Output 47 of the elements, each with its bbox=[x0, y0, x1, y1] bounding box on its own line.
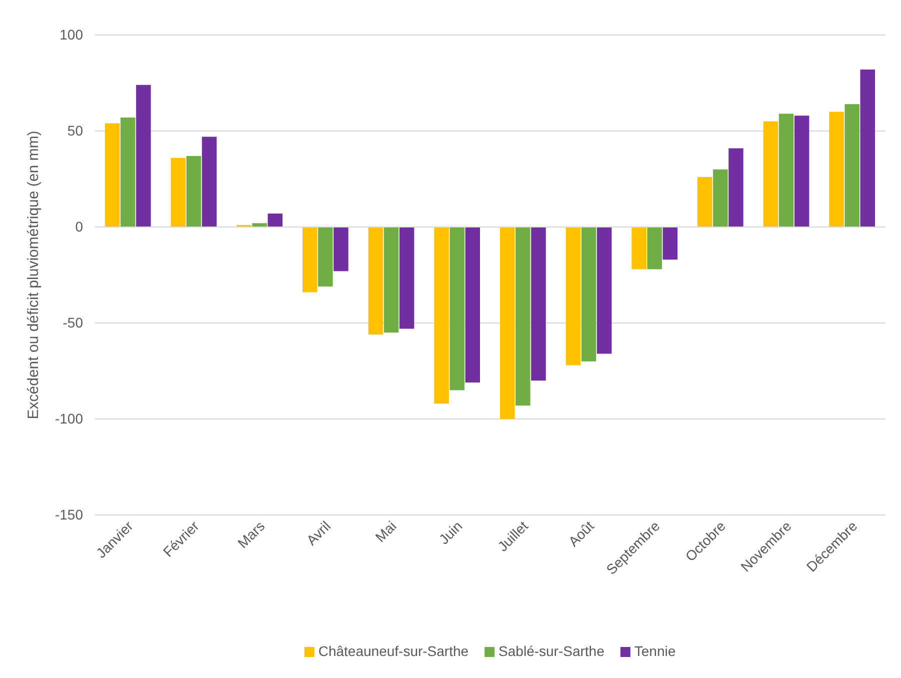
legend-label: Châteauneuf-sur-Sarthe bbox=[318, 643, 469, 659]
bar bbox=[632, 227, 646, 270]
bar bbox=[581, 227, 596, 362]
bar bbox=[170, 158, 186, 227]
bar bbox=[186, 156, 202, 227]
bar bbox=[531, 227, 546, 381]
bar bbox=[860, 70, 876, 227]
y-tick-label: 100 bbox=[60, 26, 84, 42]
bar bbox=[728, 148, 744, 227]
y-axis-title: Excédent ou déficit pluviométrique (en mm) bbox=[25, 130, 42, 420]
bar bbox=[136, 84, 151, 227]
bar bbox=[252, 223, 267, 227]
bar bbox=[450, 227, 464, 390]
bar bbox=[662, 227, 678, 260]
y-tick-label: -150 bbox=[54, 506, 84, 522]
bar bbox=[778, 114, 794, 227]
bar bbox=[794, 116, 810, 227]
bar bbox=[763, 121, 778, 227]
bar bbox=[120, 118, 136, 227]
bar bbox=[268, 214, 283, 227]
y-tick-label: -100 bbox=[54, 410, 84, 426]
bar bbox=[465, 227, 480, 383]
bar bbox=[434, 227, 449, 404]
bar bbox=[302, 227, 318, 292]
legend-label: Tennie bbox=[634, 643, 676, 659]
legend-label: Sablé-sur-Sarthe bbox=[498, 643, 605, 659]
bar bbox=[368, 227, 384, 335]
bar bbox=[829, 112, 844, 227]
bar bbox=[202, 136, 217, 227]
y-tick-label: -50 bbox=[62, 314, 84, 330]
bar bbox=[596, 227, 612, 354]
y-tick-label: 0 bbox=[75, 218, 84, 234]
x-tick-label: Mai bbox=[372, 518, 400, 546]
bar bbox=[844, 104, 860, 227]
bar bbox=[647, 227, 662, 270]
y-tick-label: 50 bbox=[67, 122, 84, 138]
bar bbox=[334, 227, 348, 272]
bar bbox=[516, 227, 530, 406]
bar bbox=[697, 177, 712, 227]
bar bbox=[500, 227, 515, 419]
bar bbox=[566, 227, 581, 366]
bar bbox=[318, 227, 333, 287]
bar bbox=[384, 227, 399, 333]
bar bbox=[399, 227, 414, 329]
bar bbox=[713, 169, 728, 227]
x-tick-label: Juin bbox=[436, 518, 466, 548]
bar bbox=[104, 123, 120, 227]
